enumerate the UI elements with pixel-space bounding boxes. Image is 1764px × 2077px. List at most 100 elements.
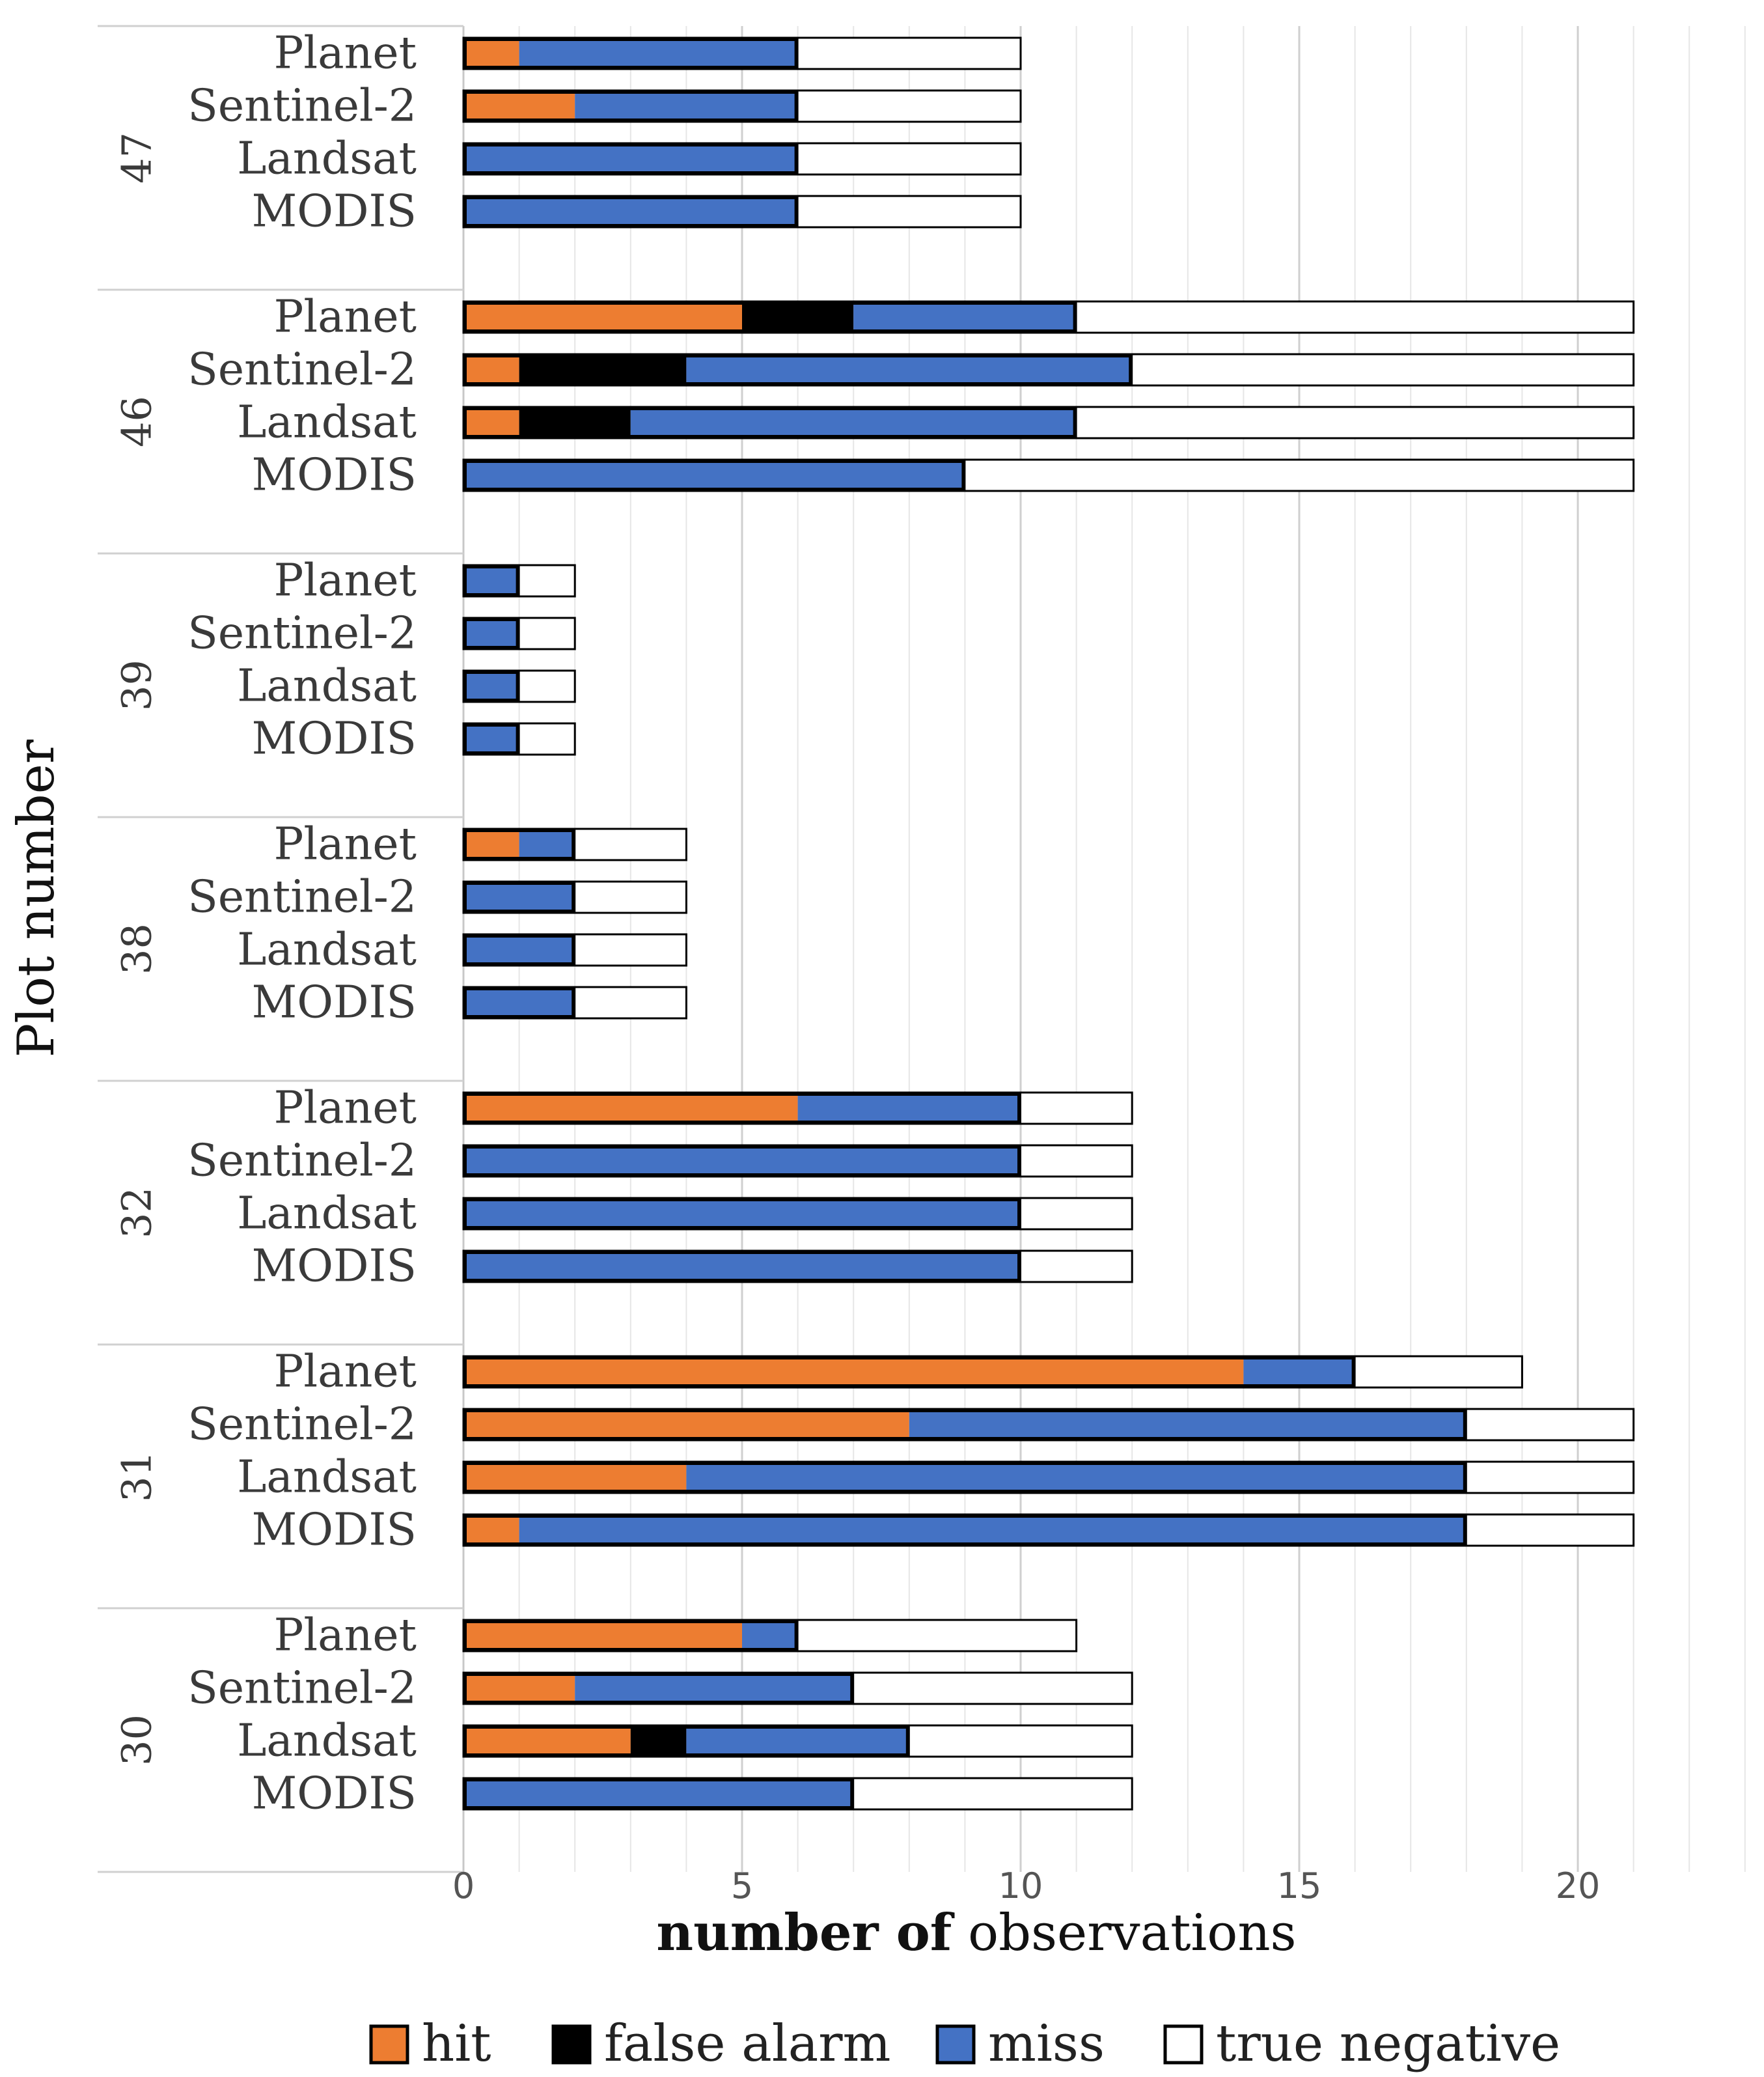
bar-colored-outline (463, 1408, 1467, 1441)
bar-colored-outline (463, 881, 576, 913)
legend-label: true negative (1216, 2014, 1560, 2073)
bar-segment (463, 407, 519, 438)
bar-segment (519, 723, 575, 755)
category-labels: PlanetSentinel-2LandsatMODISPlanetSentin… (187, 28, 417, 1820)
bar-segment (686, 1462, 1467, 1493)
y-axis-title: Plot number (7, 739, 66, 1057)
bar-colored-outline (463, 1725, 910, 1757)
legend-label: miss (988, 2014, 1105, 2073)
category-label: Sentinel-2 (187, 1136, 417, 1187)
bar-segment (797, 1620, 1077, 1651)
bar-segment (1243, 1356, 1355, 1387)
bar-segment (797, 196, 1021, 227)
bar-segment (575, 91, 798, 122)
category-label: Planet (274, 1083, 417, 1134)
bar-segment (1076, 301, 1634, 333)
bar-colored-outline (463, 1619, 799, 1652)
bar-colored-outline (463, 1250, 1021, 1283)
bar-segment (519, 354, 687, 385)
x-axis-title-rest: observations (952, 1904, 1296, 1962)
bar-segment (1355, 1356, 1523, 1387)
group-label: 31 (113, 1451, 161, 1502)
category-label: Landsat (237, 1188, 417, 1240)
bar-segment (853, 301, 1077, 333)
bar-segment (575, 829, 687, 860)
bar-segment (965, 460, 1634, 491)
category-label: MODIS (252, 1505, 417, 1556)
bar-colored-outline (463, 1145, 1021, 1177)
bar-segment (742, 301, 854, 333)
bar-segment (463, 1673, 575, 1704)
bar-segment (575, 987, 687, 1018)
group-label: 38 (113, 923, 161, 975)
bar-segment (630, 407, 1077, 438)
bar-segment (575, 934, 687, 966)
group-labels: 47 46 39 38 32 31 30 (113, 132, 161, 1766)
bar-segment (1076, 407, 1634, 438)
bar-segment (519, 829, 575, 860)
bar-segment (1466, 1462, 1634, 1493)
bar-segment (519, 407, 631, 438)
bar-segment (519, 38, 798, 69)
bar-colored-outline (463, 1092, 1021, 1124)
x-tick-labels: 0 5 10 15 20 (452, 1865, 1601, 1906)
bar-segment (463, 1620, 742, 1651)
group-label: 46 (113, 396, 161, 447)
bar-segment (463, 723, 519, 755)
bar-segment (1021, 1251, 1133, 1282)
category-label: Sentinel-2 (187, 872, 417, 923)
legend-swatch (551, 2024, 592, 2065)
category-label: MODIS (252, 450, 417, 501)
bar-segment (463, 1198, 1021, 1229)
bar-colored-outline (463, 354, 1133, 386)
x-axis-title-bold: number of (656, 1903, 954, 1962)
category-label: Landsat (237, 1452, 417, 1503)
bar-segment (463, 987, 575, 1018)
bar-colored-outline (463, 1514, 1467, 1546)
bar-segment (463, 882, 575, 913)
bar-segment (463, 38, 519, 69)
bar-segment (463, 1356, 1244, 1387)
bar-segment (853, 1778, 1133, 1809)
bar-segment (575, 882, 687, 913)
category-label: MODIS (252, 1768, 417, 1820)
bar-segment (463, 1093, 798, 1124)
bar-segment (463, 91, 575, 122)
bar-segment (463, 829, 519, 860)
legend-label: false alarm (604, 2014, 891, 2073)
category-label: Planet (274, 819, 417, 871)
legend-swatch (1163, 2024, 1204, 2065)
x-tick-label: 15 (1277, 1865, 1322, 1906)
bar-colored-outline (463, 828, 576, 861)
category-label: Landsat (237, 133, 417, 185)
category-label: Planet (274, 1346, 417, 1398)
bar-segment (463, 460, 965, 491)
category-label: Planet (274, 555, 417, 607)
bar-colored-outline (463, 1461, 1467, 1494)
bar-segment (686, 1725, 909, 1757)
category-label: Sentinel-2 (187, 608, 417, 660)
bar-segment (742, 1620, 798, 1651)
x-tick-label: 20 (1556, 1865, 1601, 1906)
bar-colored-outline (463, 143, 799, 175)
category-label: Sentinel-2 (187, 1399, 417, 1451)
bar-segment (686, 354, 1133, 385)
legend: hit false alarm miss true negative (369, 2014, 1560, 2073)
bar-colored-outline (463, 301, 1077, 333)
category-label: MODIS (252, 977, 417, 1029)
bar-segment (797, 1093, 1021, 1124)
category-label: Planet (274, 28, 417, 79)
bar-segment (575, 1673, 854, 1704)
bar-segment (853, 1673, 1133, 1704)
bar-colored-outline (463, 670, 520, 703)
bar-colored-outline (463, 1197, 1021, 1230)
bar-segment (1021, 1093, 1133, 1124)
bar-segment (1132, 354, 1634, 385)
bar-segment (463, 1462, 687, 1493)
category-label: Landsat (237, 925, 417, 976)
bar-colored-outline (463, 723, 520, 755)
bar-segment (463, 1778, 854, 1809)
bar-segment (519, 618, 575, 649)
bar-segment (797, 91, 1021, 122)
